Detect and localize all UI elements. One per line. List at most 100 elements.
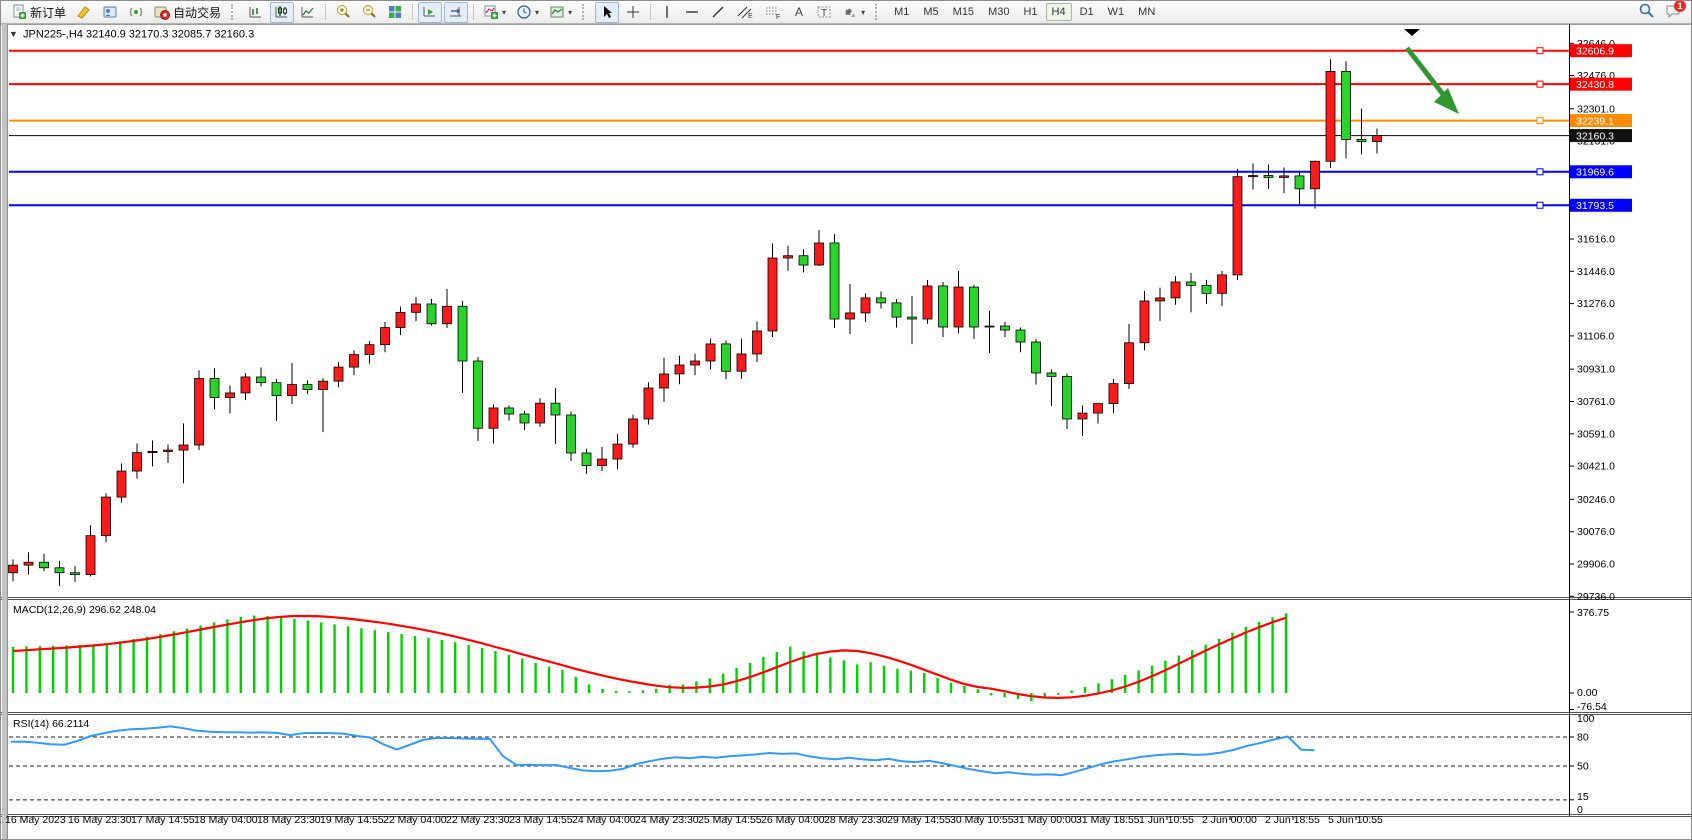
zoom-in-button[interactable] (331, 2, 355, 23)
candlestick-button[interactable] (270, 1, 295, 23)
zoom-in-icon (337, 5, 350, 18)
candle-up (1279, 175, 1289, 178)
dropdown-arrow-icon: ▾ (502, 7, 507, 17)
trendline-button[interactable] (706, 2, 730, 23)
price-tag-value: 32430.8 (1576, 79, 1614, 91)
candle-down (504, 407, 514, 415)
new-order-button[interactable]: 新订单 (7, 2, 70, 23)
price-tick: 30931.0 (1577, 364, 1615, 376)
chart-title: JPN225-,H4 32140.9 32170.3 32085.7 32160… (23, 29, 254, 41)
line-handle (1536, 201, 1544, 209)
vertical-line-button[interactable] (656, 2, 678, 23)
candle-down (54, 567, 65, 574)
price-tag-value: 31793.5 (1576, 200, 1614, 212)
toolbar-right-icons: 1 (1638, 1, 1686, 19)
zoom-out-button[interactable] (357, 2, 381, 23)
notification-button[interactable]: 1 (1665, 1, 1686, 18)
scroll-marker-icon (1404, 29, 1420, 36)
price-tag (1570, 44, 1632, 58)
bar-chart-button[interactable] (244, 2, 268, 23)
candle-down (39, 561, 49, 569)
candle-up (333, 366, 344, 382)
shapes-icon (845, 8, 856, 17)
candle-up (1372, 135, 1382, 142)
fibonacci-button[interactable]: F (760, 2, 786, 23)
candle-down (1062, 376, 1072, 420)
price-chart-svg[interactable]: 32646.032476.032301.032131.031961.031791… (1, 24, 1692, 840)
candle-up (1217, 274, 1227, 294)
macd-label: MACD(12,26,9) 296.62 248.04 (13, 604, 156, 616)
template-button[interactable]: ▾ (545, 2, 576, 23)
candle-down (907, 316, 917, 320)
timeframe-h4[interactable]: H4 (1045, 3, 1072, 21)
auto-scroll-icon (423, 7, 436, 17)
timeframe-m15[interactable]: M15 (952, 6, 975, 18)
candle-up (147, 451, 158, 454)
time-label: 1 Jun 10:55 (1139, 814, 1194, 826)
toolbar-separator (412, 4, 414, 20)
line-chart-button[interactable] (296, 2, 320, 23)
timeframe-h1[interactable]: H1 (1023, 6, 1038, 18)
horizontal-line-button[interactable] (680, 2, 704, 23)
line-handle (1536, 80, 1544, 88)
timeframe-m5[interactable]: M5 (923, 6, 939, 18)
tile-windows-button[interactable] (383, 2, 407, 23)
autotrade-button[interactable]: 自动交易 (150, 2, 225, 23)
price-tick: 29906.0 (1577, 558, 1615, 570)
candle-up (953, 286, 964, 328)
candle-up (1325, 70, 1336, 162)
signal-button[interactable] (124, 2, 148, 23)
candle-down (1341, 70, 1351, 140)
candle-up (8, 564, 18, 574)
macd-scale-tick: 376.75 (1577, 607, 1609, 619)
candle-up (659, 373, 669, 389)
candle-up (736, 353, 747, 372)
time-label: 31 May 00:00 (1013, 814, 1077, 826)
price-tag (1570, 77, 1632, 91)
macd-panel: MACD(12,26,9) 296.62 248.04 376.75 0.00 -76… (11, 604, 1609, 713)
candle-down (1356, 139, 1367, 142)
shapes-button[interactable]: ▾ (838, 2, 869, 23)
indicators-button[interactable]: ▾ (479, 2, 510, 23)
price-tick: 32301.0 (1577, 103, 1615, 115)
candle-down (457, 305, 468, 362)
search-icon[interactable] (1638, 2, 1655, 19)
zoom-out-icon (363, 5, 376, 18)
candle-down (256, 376, 266, 384)
candle-down (1263, 175, 1274, 178)
fibonacci-icon: F (766, 7, 780, 20)
timeframe-m30[interactable]: M30 (988, 6, 1010, 18)
timeframe-d1[interactable]: D1 (1079, 6, 1094, 18)
brush-button[interactable] (72, 2, 96, 23)
candle-down (70, 572, 80, 576)
time-label: 2 Jun 00:00 (1202, 814, 1257, 826)
line-handle (1536, 47, 1544, 55)
cursor-button[interactable] (595, 1, 620, 23)
profile-button[interactable] (98, 2, 122, 23)
time-label: 31 May 18:55 (1076, 814, 1140, 826)
candle-up (287, 384, 297, 396)
label-button[interactable]: T (812, 2, 836, 23)
candle-up (845, 312, 855, 320)
crosshair-button[interactable] (621, 2, 645, 23)
timeframe-mn[interactable]: MN (1138, 6, 1156, 18)
toolbar-separator (473, 4, 475, 20)
time-label: 19 May 14:55 (320, 814, 384, 826)
timeframe-w1[interactable]: W1 (1107, 6, 1125, 18)
price-tick: 31106.0 (1577, 330, 1614, 342)
chart-shift-button[interactable] (444, 1, 469, 23)
chart-area[interactable]: 32646.032476.032301.032131.031961.031791… (1, 24, 1692, 840)
rsi-scale-tick: 15 (1577, 791, 1589, 803)
candle-down (209, 378, 220, 398)
text-button[interactable]: A (788, 2, 810, 23)
rsi-scale-tick: 0 (1577, 804, 1583, 816)
toolbar-separator (325, 4, 327, 20)
autotrade-icon (154, 6, 171, 20)
line-handle (1536, 168, 1544, 176)
channel-button[interactable]: E (732, 2, 758, 23)
auto-scroll-button[interactable] (418, 1, 443, 23)
period-button[interactable]: ▾ (512, 2, 543, 23)
timeframe-m1[interactable]: M1 (894, 6, 910, 18)
price-tag (1570, 165, 1632, 179)
